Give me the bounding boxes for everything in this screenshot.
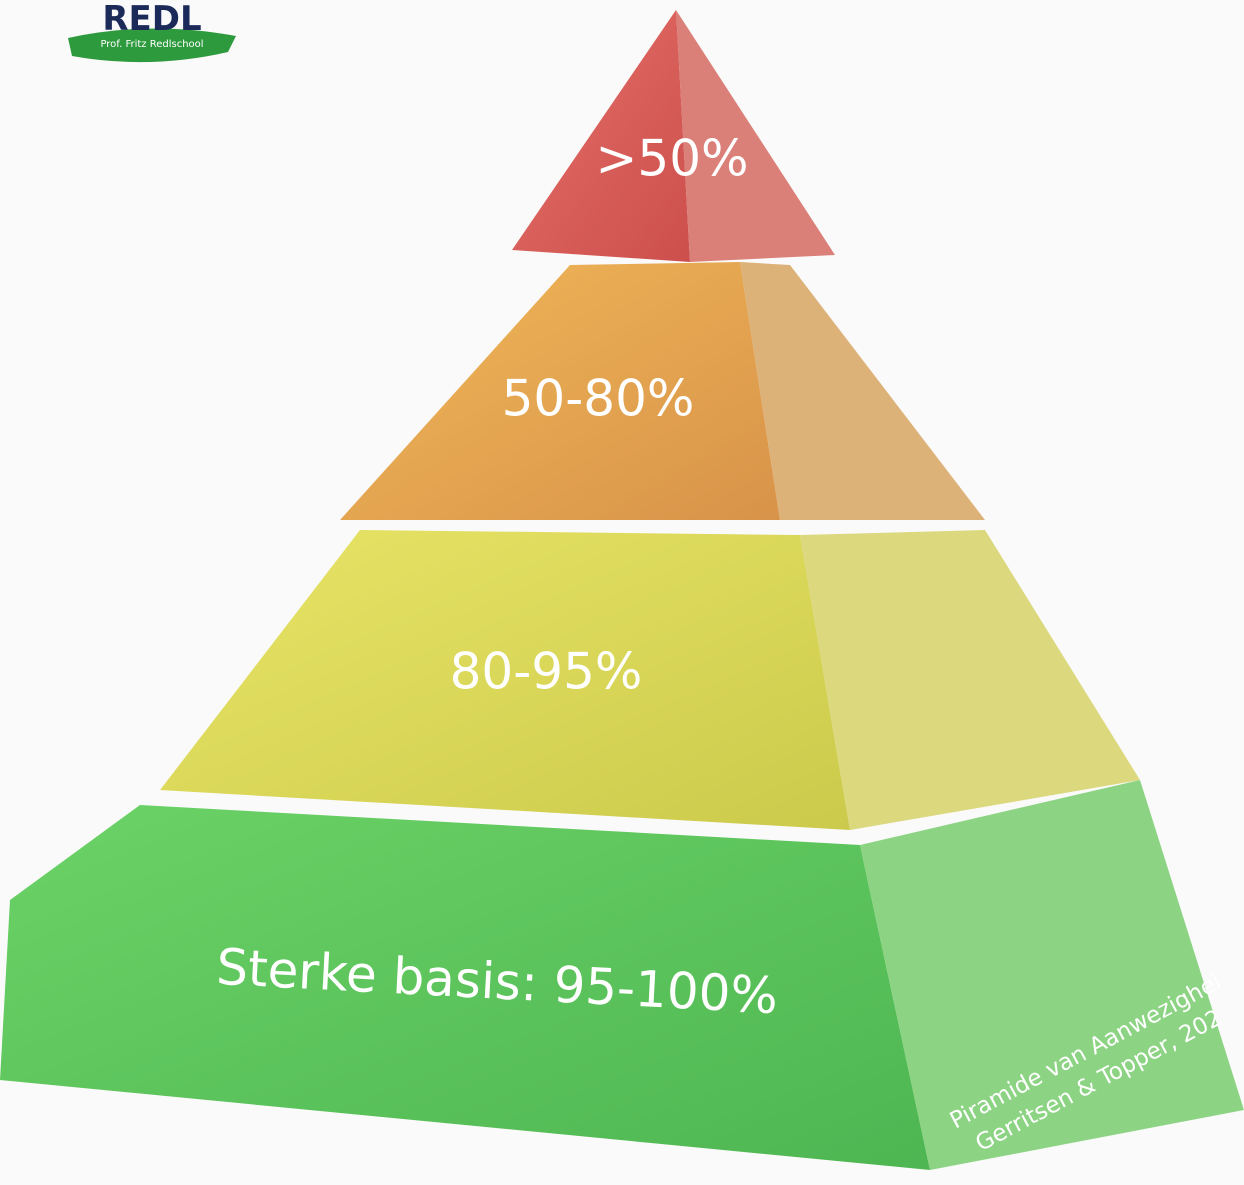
logo-subtitle: Prof. Fritz Redlschool bbox=[100, 39, 203, 50]
logo-name: REDL bbox=[102, 0, 201, 39]
pyramid-diagram: REDL Prof. Fritz Redlschool >50% 50-80% … bbox=[0, 0, 1244, 1185]
logo: REDL Prof. Fritz Redlschool bbox=[68, 0, 236, 62]
tier-side bbox=[800, 530, 1140, 830]
level-label: 50-80% bbox=[502, 370, 695, 428]
level-label: 80-95% bbox=[450, 643, 643, 701]
level-label: >50% bbox=[595, 130, 748, 188]
tier-side bbox=[740, 262, 985, 520]
